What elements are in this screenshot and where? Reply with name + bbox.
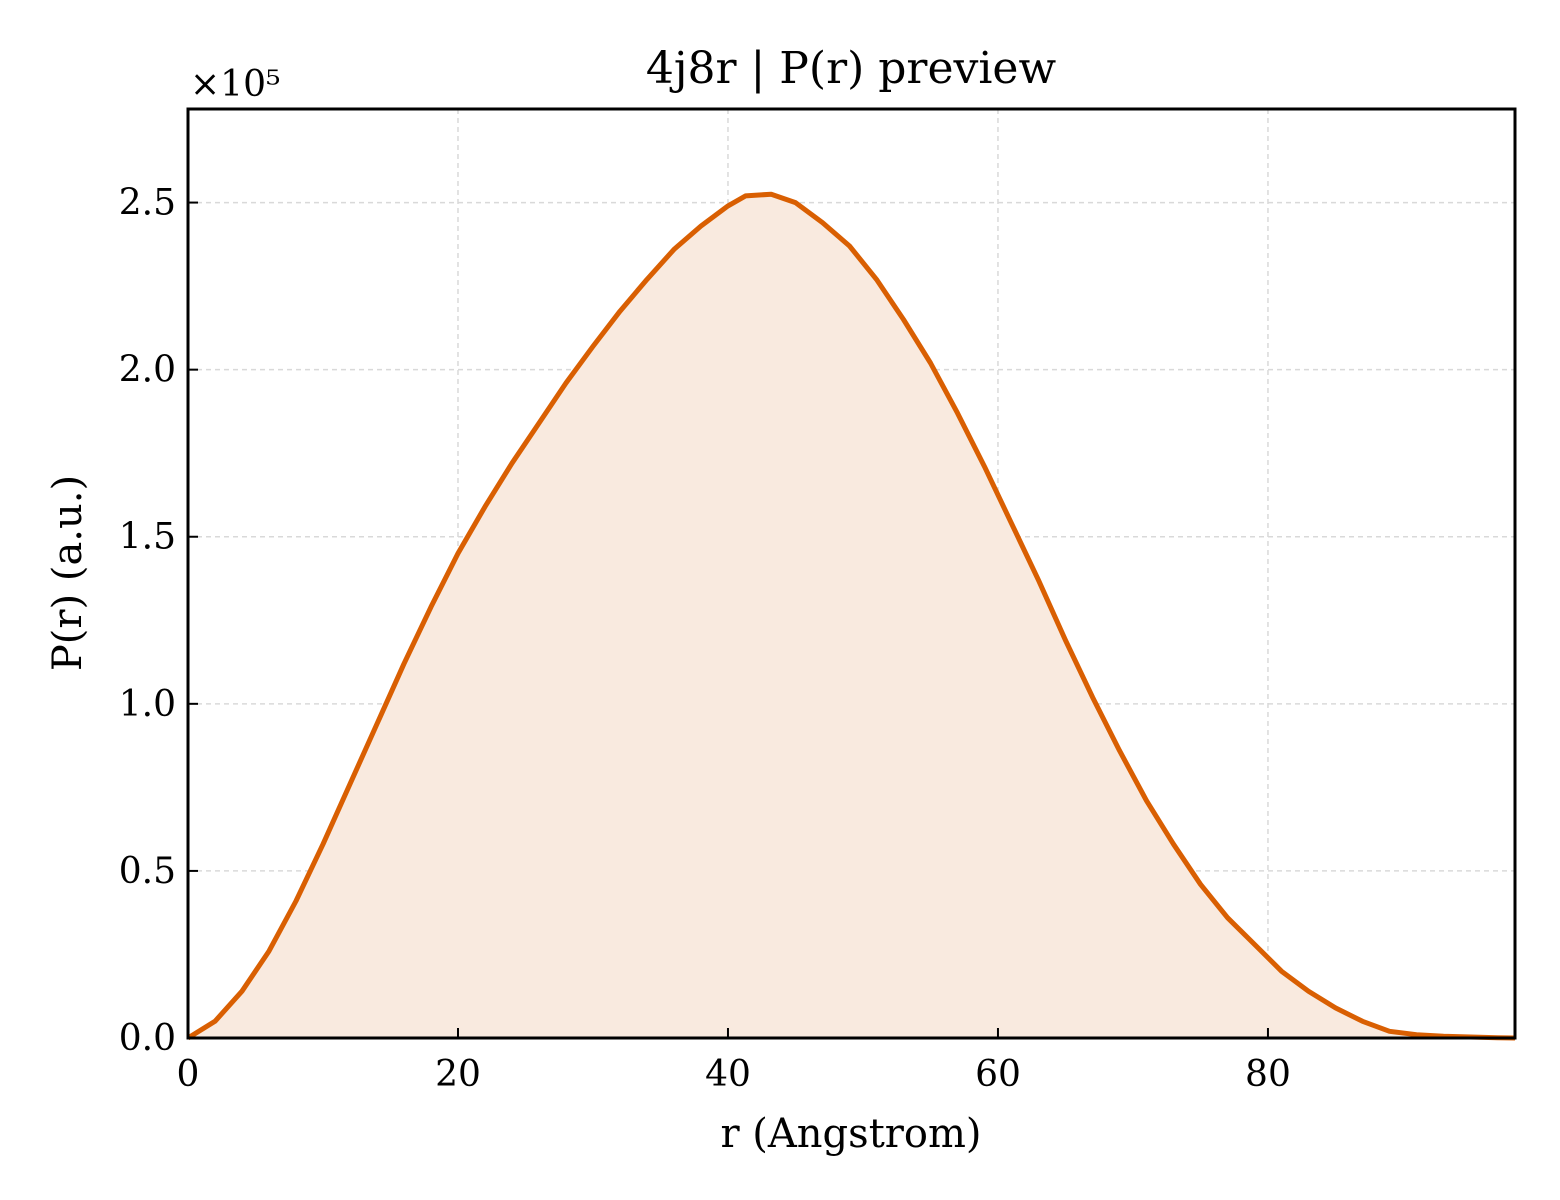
y-tick-label: 1.5 — [119, 517, 176, 558]
y-tick-label: 0.0 — [119, 1018, 176, 1059]
x-tick-label: 20 — [435, 1054, 481, 1095]
pr-area-fill — [188, 194, 1515, 1038]
y-tick-label: 0.5 — [119, 851, 176, 892]
y-tick-label: 2.5 — [119, 183, 176, 224]
y-tick-label: 1.0 — [119, 684, 176, 725]
pr-series-line — [186, 191, 1516, 1041]
chart-title: 4j8r | P(r) preview — [646, 43, 1057, 94]
axis-ticks: 0 20 40 60 80 0.0 0.5 1.0 1.5 2.0 2.5 — [119, 183, 1291, 1095]
x-axis-label: r (Angstrom) — [720, 1111, 981, 1157]
y-tick-label: 2.0 — [119, 350, 176, 391]
x-tick-label: 40 — [705, 1054, 751, 1095]
y-axis-multiplier: ×10⁵ — [190, 64, 280, 105]
plot-frame — [186, 107, 1517, 1040]
x-tick-label: 80 — [1245, 1054, 1291, 1095]
x-tick-label: 0 — [177, 1054, 200, 1095]
y-axis-label: P(r) (a.u.) — [45, 475, 91, 671]
x-tick-label: 60 — [975, 1054, 1021, 1095]
